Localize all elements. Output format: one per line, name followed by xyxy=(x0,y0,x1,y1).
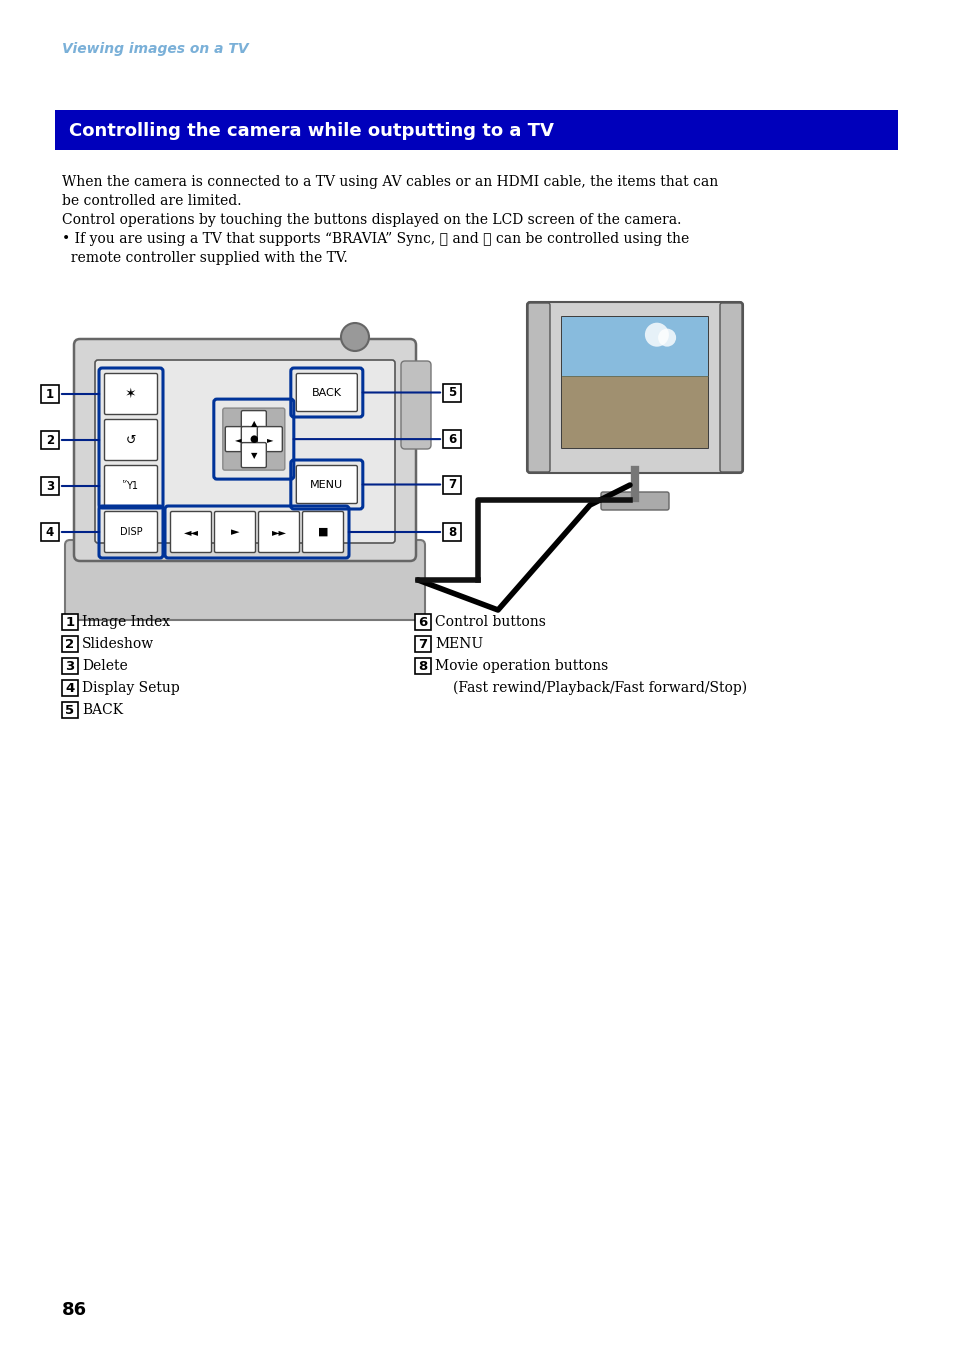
Text: 5: 5 xyxy=(447,385,456,399)
FancyBboxPatch shape xyxy=(241,426,266,452)
Bar xyxy=(415,636,431,651)
Text: 1: 1 xyxy=(66,616,74,628)
Bar xyxy=(442,522,460,541)
Text: Delete: Delete xyxy=(82,660,128,673)
Text: 8: 8 xyxy=(418,660,427,673)
FancyBboxPatch shape xyxy=(171,512,212,552)
FancyBboxPatch shape xyxy=(105,419,157,460)
Text: Slideshow: Slideshow xyxy=(82,636,154,651)
Text: 1: 1 xyxy=(46,388,54,400)
Text: 86: 86 xyxy=(62,1301,87,1319)
Text: Viewing images on a TV: Viewing images on a TV xyxy=(62,42,249,56)
Text: Controlling the camera while outputting to a TV: Controlling the camera while outputting … xyxy=(69,122,554,140)
Text: Control operations by touching the buttons displayed on the LCD screen of the ca: Control operations by touching the butto… xyxy=(62,213,680,227)
Bar xyxy=(62,636,78,651)
Text: 6: 6 xyxy=(418,616,427,628)
Bar xyxy=(62,613,78,630)
Text: 2: 2 xyxy=(46,433,54,446)
FancyBboxPatch shape xyxy=(258,512,299,552)
Text: 7: 7 xyxy=(418,638,427,650)
Bar xyxy=(561,318,707,376)
Text: 3: 3 xyxy=(46,479,54,493)
FancyBboxPatch shape xyxy=(105,512,157,552)
Text: 6: 6 xyxy=(447,433,456,445)
Text: Ὕ1: Ὕ1 xyxy=(123,480,139,491)
Text: remote controller supplied with the TV.: remote controller supplied with the TV. xyxy=(62,251,348,265)
Text: BACK: BACK xyxy=(312,388,341,398)
Text: 3: 3 xyxy=(66,660,74,673)
FancyBboxPatch shape xyxy=(74,339,416,560)
Text: 4: 4 xyxy=(66,681,74,695)
FancyBboxPatch shape xyxy=(527,303,550,472)
Bar xyxy=(55,110,897,151)
FancyBboxPatch shape xyxy=(296,373,357,411)
Text: (Fast rewind/Playback/Fast forward/Stop): (Fast rewind/Playback/Fast forward/Stop) xyxy=(453,681,746,695)
Text: MENU: MENU xyxy=(310,479,343,490)
FancyBboxPatch shape xyxy=(95,360,395,543)
Text: MENU: MENU xyxy=(435,636,482,651)
FancyBboxPatch shape xyxy=(720,303,741,472)
FancyBboxPatch shape xyxy=(302,512,343,552)
Text: Display Setup: Display Setup xyxy=(82,681,179,695)
FancyBboxPatch shape xyxy=(105,373,157,414)
Text: ▲: ▲ xyxy=(251,418,256,427)
Text: ►: ► xyxy=(231,527,239,537)
FancyBboxPatch shape xyxy=(600,493,668,510)
Bar xyxy=(62,658,78,674)
Text: BACK: BACK xyxy=(82,703,123,716)
FancyBboxPatch shape xyxy=(105,465,157,506)
Text: ▼: ▼ xyxy=(251,451,256,460)
Text: ►►: ►► xyxy=(272,527,286,537)
Text: 8: 8 xyxy=(447,525,456,539)
Bar xyxy=(41,385,59,403)
Text: ●: ● xyxy=(250,434,258,444)
Text: ►: ► xyxy=(266,434,273,444)
Text: Image Index: Image Index xyxy=(82,615,170,630)
Bar xyxy=(442,475,460,494)
Bar xyxy=(41,522,59,541)
Bar xyxy=(442,430,460,448)
Text: 5: 5 xyxy=(66,703,74,716)
FancyBboxPatch shape xyxy=(223,408,285,470)
FancyBboxPatch shape xyxy=(296,465,357,503)
Text: 2: 2 xyxy=(66,638,74,650)
Bar xyxy=(41,432,59,449)
Circle shape xyxy=(340,323,369,351)
Text: DISP: DISP xyxy=(119,527,142,537)
Text: ↺: ↺ xyxy=(126,433,136,446)
Text: When the camera is connected to a TV using AV cables or an HDMI cable, the items: When the camera is connected to a TV usi… xyxy=(62,175,718,189)
FancyBboxPatch shape xyxy=(526,303,742,474)
Text: ■: ■ xyxy=(317,527,328,537)
Bar xyxy=(561,376,707,448)
Circle shape xyxy=(658,328,676,346)
Text: 7: 7 xyxy=(448,478,456,491)
Bar xyxy=(415,658,431,674)
FancyBboxPatch shape xyxy=(65,540,424,620)
Text: Control buttons: Control buttons xyxy=(435,615,545,630)
Text: be controlled are limited.: be controlled are limited. xyxy=(62,194,241,208)
Bar xyxy=(62,702,78,718)
Bar xyxy=(561,318,707,448)
FancyBboxPatch shape xyxy=(400,361,431,449)
Bar xyxy=(41,478,59,495)
Text: Movie operation buttons: Movie operation buttons xyxy=(435,660,608,673)
Text: • If you are using a TV that supports “BRAVIA” Sync, ６ and ７ can be controlled u: • If you are using a TV that supports “B… xyxy=(62,232,688,246)
Circle shape xyxy=(644,323,668,346)
Text: ◄◄: ◄◄ xyxy=(183,527,198,537)
Text: ◄: ◄ xyxy=(234,434,241,444)
Bar xyxy=(62,680,78,696)
FancyBboxPatch shape xyxy=(257,426,282,452)
Text: ✶: ✶ xyxy=(125,387,136,402)
FancyBboxPatch shape xyxy=(214,512,255,552)
FancyBboxPatch shape xyxy=(225,426,250,452)
Bar xyxy=(415,613,431,630)
FancyBboxPatch shape xyxy=(241,442,266,468)
FancyBboxPatch shape xyxy=(241,411,266,436)
Text: 4: 4 xyxy=(46,525,54,539)
Bar xyxy=(442,384,460,402)
